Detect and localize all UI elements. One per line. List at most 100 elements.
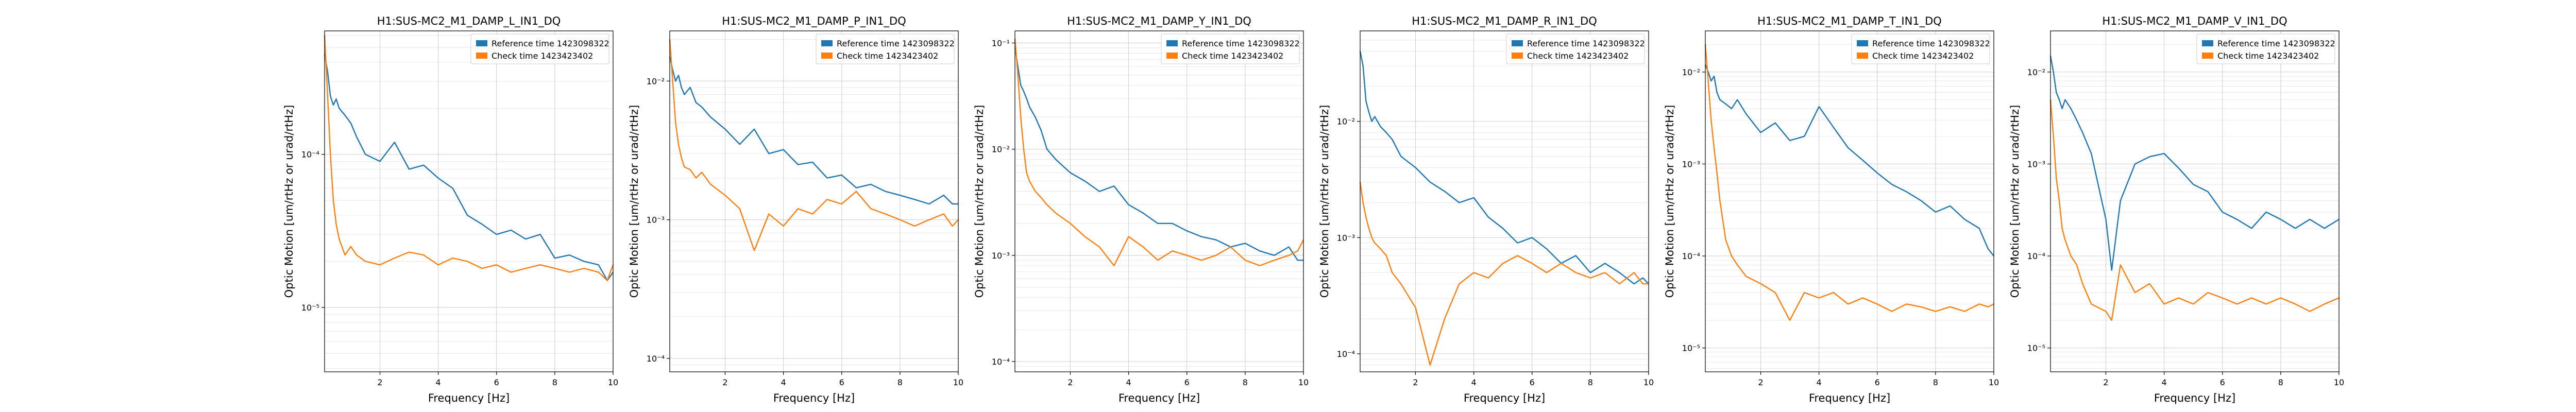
legend-swatch <box>476 53 487 59</box>
y-tick-label: 10⁻³ <box>2027 159 2045 169</box>
x-tick-label: 4 <box>781 377 786 387</box>
chart-panel-5: 2 4 6 8 10 10⁻⁵ 10⁻⁴ 10⁻³ 10⁻² H1:SUS-MC2_M1_DAMP… <box>1664 15 1999 404</box>
y-axis-label: Optic Motion [um/rtHz or urad/rtHz] <box>2009 105 2021 298</box>
legend: Reference time 1423098322 Check time 1423… <box>2196 33 2335 64</box>
x-tick-label: 4 <box>1817 377 1822 387</box>
x-tick-label: 6 <box>2220 377 2225 387</box>
x-tick-label: 6 <box>494 377 499 387</box>
plot-area <box>1705 31 1994 372</box>
y-axis-label: Optic Motion [um/rtHz or urad/rtHz] <box>1664 105 1676 298</box>
check-series-line <box>2049 99 2340 321</box>
legend-swatch <box>1166 40 1178 46</box>
legend-swatch <box>476 40 487 46</box>
y-axis-label: Optic Motion [um/rtHz or urad/rtHz] <box>973 105 986 298</box>
x-tick-label: 6 <box>1184 377 1190 387</box>
x-tick-label: 2 <box>1758 377 1763 387</box>
reference-series-line <box>2049 56 2340 271</box>
y-tick-label: 10⁻⁵ <box>2027 344 2045 353</box>
x-tick-label: 4 <box>1471 377 1477 387</box>
reference-series-line <box>1359 51 1649 285</box>
x-tick-label: 10 <box>2334 377 2344 387</box>
y-tick-label: 10⁻³ <box>647 215 665 225</box>
legend-label: Reference time 1423098322 <box>1182 39 1300 48</box>
axes-frame <box>1014 30 1304 372</box>
x-tick-label: 6 <box>1530 377 1535 387</box>
chart-panel-6: 2 4 6 8 10 10⁻⁵ 10⁻⁴ 10⁻³ 10⁻² H1:SUS-MC2_M1_DAMP… <box>2009 15 2344 404</box>
y-tick-label: 10⁻³ <box>1337 233 1355 243</box>
x-tick-label: 4 <box>436 377 441 387</box>
legend-swatch <box>1512 40 1523 46</box>
x-tick-label: 8 <box>1933 377 1938 387</box>
x-tick-label: 6 <box>1875 377 1880 387</box>
x-tick-label: 8 <box>552 377 557 387</box>
axes-frame <box>1705 30 1994 372</box>
chart-panel-2: 2 4 6 8 10 10⁻⁴ 10⁻³ 10⁻² H1:SUS-MC2_M1_DAMP_P_I… <box>628 15 963 404</box>
axes-frame <box>324 30 614 372</box>
legend-label: Check time 1423423402 <box>1527 51 1629 61</box>
check-series-line <box>669 39 959 251</box>
x-tick-label: 8 <box>1243 377 1248 387</box>
chart-panel-3: 2 4 6 8 10 10⁻⁴ 10⁻³ 10⁻² 10⁻¹ H1:SUS-MC2_M1_DAMP… <box>973 15 1309 404</box>
chart-title: H1:SUS-MC2_M1_DAMP_V_IN1_DQ <box>2102 15 2287 28</box>
reference-series-line <box>1704 64 1994 256</box>
x-tick-label: 10 <box>953 377 963 387</box>
legend-label: Reference time 1423098322 <box>1527 39 1645 48</box>
plot-area <box>2050 31 2339 372</box>
legend-label: Check time 1423423402 <box>837 51 938 61</box>
x-axis-label: Frequency [Hz] <box>1464 392 1545 404</box>
y-axis-label: Optic Motion [um/rtHz or urad/rtHz] <box>1318 105 1331 298</box>
y-tick-label: 10⁻² <box>647 76 665 86</box>
legend: Reference time 1423098322 Check time 1423… <box>816 33 955 64</box>
chart-title: H1:SUS-MC2_M1_DAMP_Y_IN1_DQ <box>1067 15 1251 28</box>
x-tick-label: 8 <box>897 377 903 387</box>
chart-title: H1:SUS-MC2_M1_DAMP_R_IN1_DQ <box>1412 15 1597 28</box>
x-tick-label: 2 <box>1413 377 1418 387</box>
x-tick-label: 10 <box>1989 377 1999 387</box>
y-tick-label: 10⁻⁴ <box>992 357 1010 367</box>
y-tick-label: 10⁻² <box>992 145 1010 154</box>
plot-area <box>325 31 613 372</box>
legend-box <box>816 33 955 64</box>
legend-box <box>470 33 609 64</box>
legend-swatch <box>2202 40 2213 46</box>
legend-label: Check time 1423423402 <box>1182 51 1283 61</box>
y-axis-label: Optic Motion [um/rtHz or urad/rtHz] <box>628 105 640 298</box>
y-tick-label: 10⁻⁴ <box>301 150 319 160</box>
y-tick-label: 10⁻² <box>1682 67 1700 77</box>
legend-label: Check time 1423423402 <box>1872 51 1974 61</box>
x-axis-label: Frequency [Hz] <box>773 392 855 404</box>
legend: Reference time 1423098322 Check time 1423… <box>1851 33 1990 64</box>
legend-swatch <box>1166 53 1178 59</box>
y-tick-label: 10⁻⁴ <box>1337 349 1355 359</box>
legend-swatch <box>821 53 833 59</box>
y-tick-label: 10⁻² <box>2027 67 2045 77</box>
legend-box <box>1161 33 1300 64</box>
chart-title: H1:SUS-MC2_M1_DAMP_P_IN1_DQ <box>722 15 906 28</box>
x-tick-label: 10 <box>1298 377 1309 387</box>
reference-series-line <box>1014 47 1303 261</box>
legend-label: Check time 1423423402 <box>2217 51 2319 61</box>
axes-frame <box>669 30 959 372</box>
legend-label: Reference time 1423098322 <box>2217 39 2335 48</box>
chart-panel-4: 2 4 6 8 10 10⁻⁴ 10⁻³ 10⁻² H1:SUS-MC2_M1_DAMP_R_I… <box>1318 15 1654 404</box>
x-axis-label: Frequency [Hz] <box>1118 392 1200 404</box>
check-series-line <box>324 35 614 281</box>
y-tick-label: 10⁻⁴ <box>647 354 665 364</box>
x-tick-label: 8 <box>2278 377 2283 387</box>
x-axis-label: Frequency [Hz] <box>428 392 510 404</box>
x-tick-label: 10 <box>1643 377 1654 387</box>
check-series-line <box>1704 44 1994 321</box>
legend-box <box>1506 33 1645 64</box>
y-tick-label: 10⁻⁴ <box>2027 251 2045 261</box>
legend-swatch <box>1857 40 1868 46</box>
x-axis-label: Frequency [Hz] <box>2154 392 2235 404</box>
legend-label: Check time 1423423402 <box>492 51 593 61</box>
legend-swatch <box>1512 53 1523 59</box>
legend: Reference time 1423098322 Check time 1423… <box>470 33 609 64</box>
legend-swatch <box>821 40 833 46</box>
plot-area <box>670 31 958 372</box>
x-tick-label: 2 <box>377 377 382 387</box>
y-tick-label: 10⁻¹ <box>992 38 1010 48</box>
axes-frame <box>2050 30 2340 372</box>
